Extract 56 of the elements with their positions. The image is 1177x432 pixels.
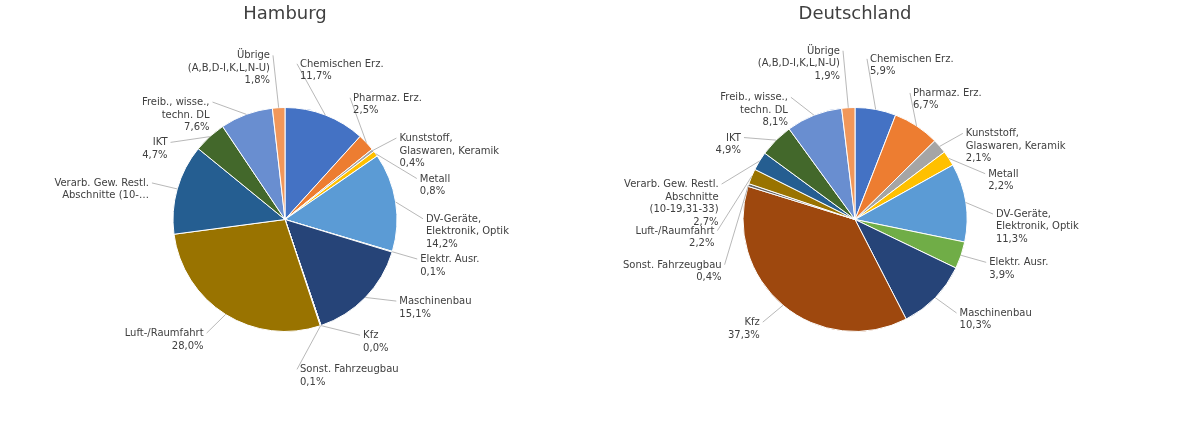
data-label: 5,9% bbox=[870, 65, 896, 77]
data-label: 0,1% bbox=[420, 265, 446, 277]
slice-label: IKT bbox=[152, 136, 169, 148]
slice-label: Elektr. Ausr. bbox=[420, 253, 480, 265]
data-label: 14,2% bbox=[426, 237, 458, 249]
data-label: 3,9% bbox=[989, 268, 1015, 280]
data-label: 1,8% bbox=[244, 74, 270, 86]
chart-title: Hamburg bbox=[243, 2, 327, 23]
data-label: 7,6% bbox=[184, 121, 210, 133]
slice-label: Übrige (A,B,D-I,K,L,N-U) bbox=[187, 48, 271, 73]
data-label: 0,1% bbox=[300, 375, 326, 387]
data-label: 15,1% bbox=[399, 307, 432, 319]
slice-label: Maschinenbau bbox=[959, 306, 1032, 318]
data-label: 6,7% bbox=[912, 99, 939, 111]
data-label: 1,9% bbox=[814, 69, 840, 81]
slice-label: Sonst. Fahrzeugbau bbox=[622, 258, 722, 270]
slice-label: Chemischen Erz. bbox=[870, 52, 954, 64]
data-label: 2,2% bbox=[988, 180, 1014, 192]
chart-title: Deutschland bbox=[798, 2, 912, 23]
data-label: 8,1% bbox=[762, 116, 788, 128]
data-label: 0,4% bbox=[399, 157, 425, 169]
data-label: 28,0% bbox=[171, 339, 204, 351]
slice-label: Elektr. Ausr. bbox=[989, 256, 1049, 268]
slice-label: Sonst. Fahrzeugbau bbox=[300, 363, 399, 375]
data-label: 0,4% bbox=[696, 271, 722, 283]
slice-label: Freib., wisse., techn. DL bbox=[720, 91, 789, 115]
slice-label: Pharmaz. Erz. bbox=[912, 86, 982, 98]
slice-label: Kunststoff, Glaswaren, Keramik bbox=[399, 132, 500, 156]
text: 0,0% bbox=[363, 341, 389, 353]
slice-label: Metall bbox=[419, 172, 451, 184]
data-label: 4,7% bbox=[142, 148, 168, 160]
data-label: 11,7% bbox=[300, 70, 332, 82]
data-label: 2,7% bbox=[693, 215, 719, 227]
slice-label: Luft-/Raumfahrt bbox=[124, 327, 204, 339]
slice-label: Kunststoff, Glaswaren, Keramik bbox=[965, 127, 1066, 151]
slice-label: Verarb. Gew. Restl. Abschnitte (10-19,31-33) bbox=[624, 178, 719, 215]
slice-label: Übrige (A,B,D-I,K,L,N-U) bbox=[757, 43, 841, 69]
slice-label: Verarb. Gew. Restl. Abschnitte (10-… bbox=[54, 176, 149, 201]
slice-label: Pharmaz. Erz. bbox=[353, 91, 422, 103]
slice-label: Kfz bbox=[744, 316, 760, 328]
data-label: 37,3% bbox=[727, 328, 760, 340]
data-label: 10,3% bbox=[959, 319, 992, 331]
slice-label: Metall bbox=[988, 167, 1019, 179]
slice-label: Freib., wisse., techn. DL bbox=[141, 96, 210, 120]
data-label: 2,1% bbox=[965, 152, 992, 164]
data-label: 4,9% bbox=[715, 144, 741, 156]
data-label: 0,8% bbox=[419, 185, 446, 197]
slice-label: DV-Geräte, Elektronik, Optik bbox=[426, 212, 510, 237]
slice-label: Maschinenbau bbox=[399, 295, 472, 307]
slice-label: Chemischen Erz. bbox=[300, 57, 384, 69]
data-label: 2,5% bbox=[353, 104, 379, 116]
slice-label: IKT bbox=[726, 131, 742, 143]
legend-label: Kfz bbox=[363, 329, 379, 341]
data-label: 11,3% bbox=[995, 232, 1028, 244]
slice-label: DV-Geräte, Elektronik, Optik bbox=[995, 207, 1080, 232]
data-label: 2,2% bbox=[689, 237, 715, 249]
